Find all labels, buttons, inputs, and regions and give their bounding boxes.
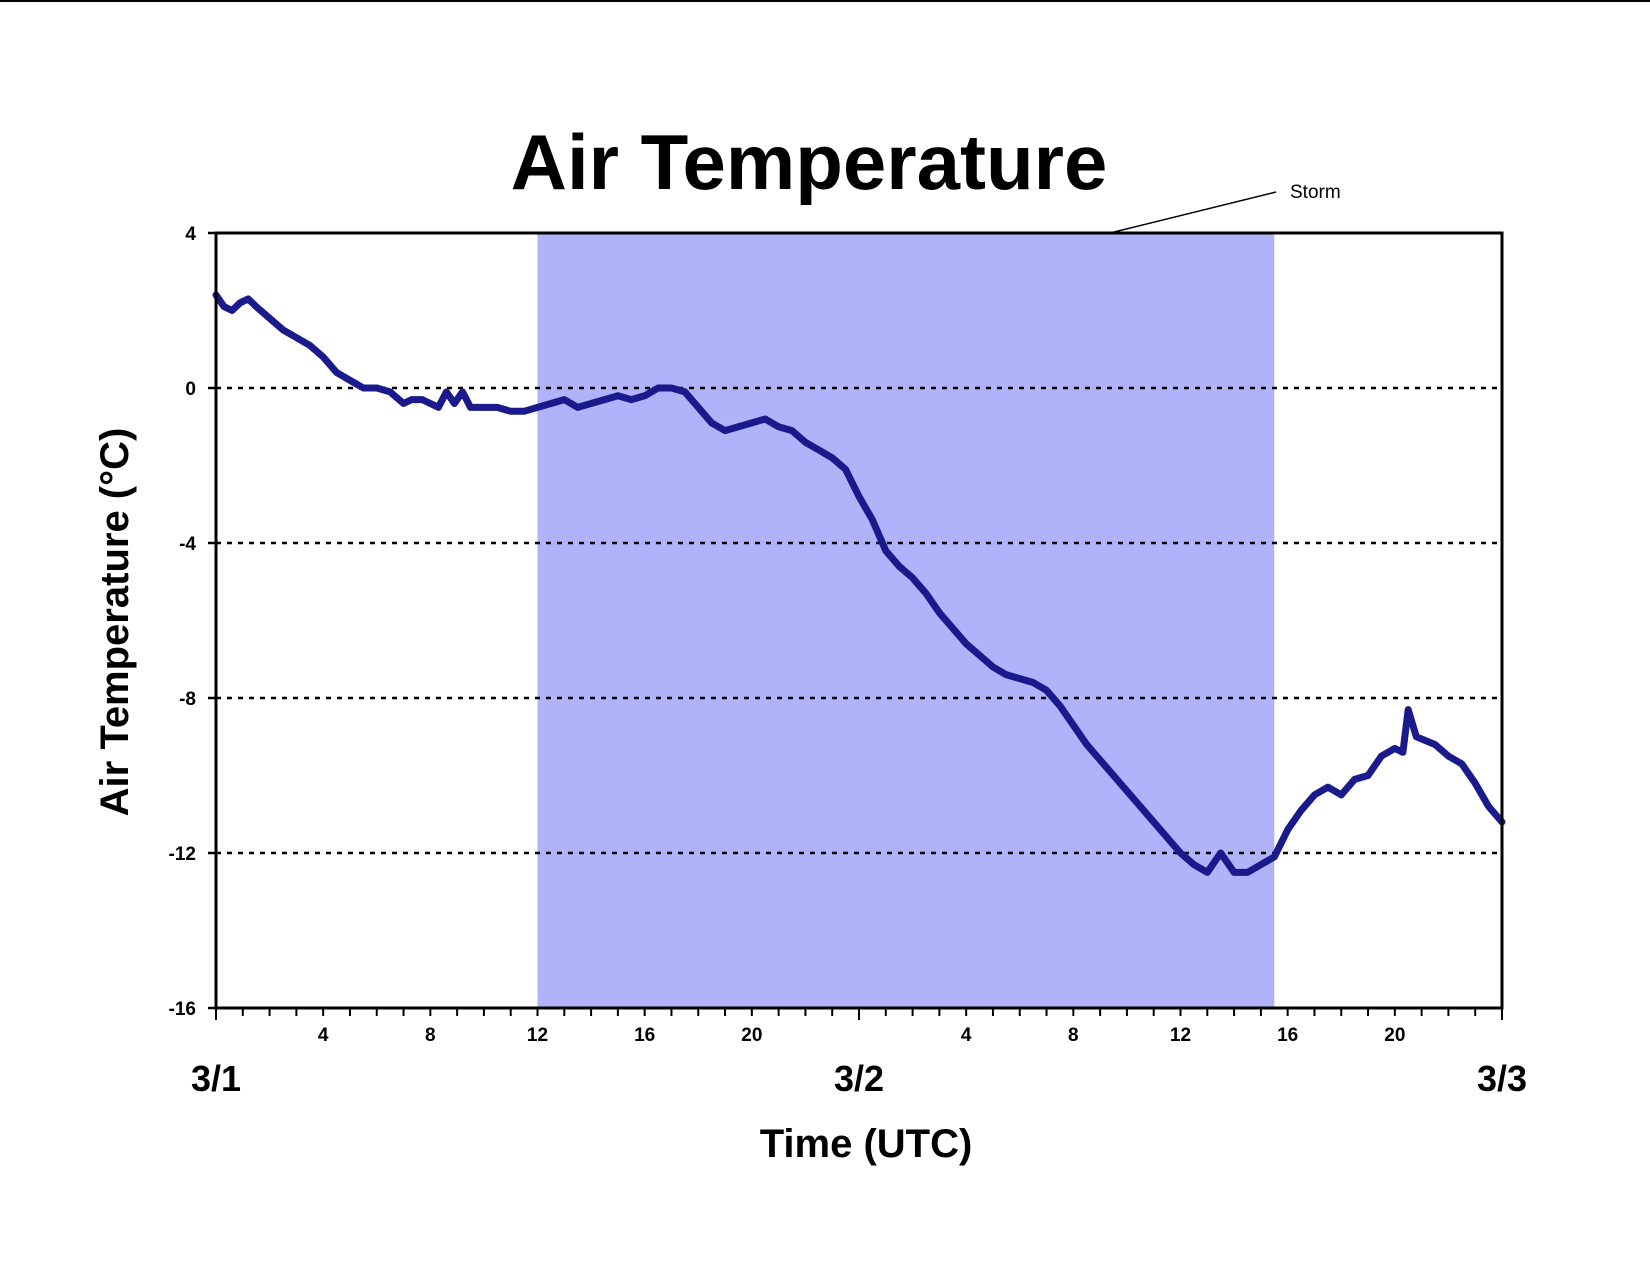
- y-tick-label: 0: [185, 379, 196, 400]
- y-tick-label: -8: [179, 689, 196, 710]
- x-tick-label: 20: [1384, 1025, 1405, 1046]
- x-tick-label: 4: [961, 1025, 972, 1046]
- y-tick-label: -4: [179, 534, 196, 555]
- y-tick-label: -16: [169, 999, 196, 1020]
- shaded-region-layer: [537, 233, 1275, 1008]
- x-date-label: 3/2: [834, 1058, 884, 1099]
- temperature-series-line: [212, 291, 1506, 876]
- storm-annotation-label: Storm: [1290, 182, 1341, 203]
- x-axis-label: Time (UTC): [760, 1122, 973, 1166]
- y-tick-label: 4: [185, 224, 196, 245]
- storm-annotation-leader: [1109, 191, 1277, 234]
- x-date-label: 3/3: [1477, 1058, 1527, 1099]
- x-date-label: 3/1: [191, 1058, 241, 1099]
- x-tick-label: 16: [634, 1025, 655, 1046]
- chart-title: Air Temperature: [511, 118, 1108, 206]
- y-axis-label: Air Temperature (°C): [93, 428, 137, 817]
- axis-layer: 4 0 -4 -8 -12 -16 4 8 12 16 20 4 8 12 16 20 3/1 3/2 3/3: [169, 224, 1527, 1099]
- x-tick-label: 4: [318, 1025, 329, 1046]
- x-tick-label: 16: [1277, 1025, 1298, 1046]
- storm-shaded-region: [537, 233, 1275, 1008]
- x-tick-label: 8: [1068, 1025, 1079, 1046]
- x-tick-label: 12: [527, 1025, 548, 1046]
- y-tick-label: -12: [169, 844, 196, 865]
- x-tick-label: 20: [741, 1025, 762, 1046]
- x-tick-label: 12: [1170, 1025, 1191, 1046]
- grid-layer: [216, 386, 1502, 855]
- series-layer: [212, 291, 1506, 876]
- x-tick-label: 8: [425, 1025, 436, 1046]
